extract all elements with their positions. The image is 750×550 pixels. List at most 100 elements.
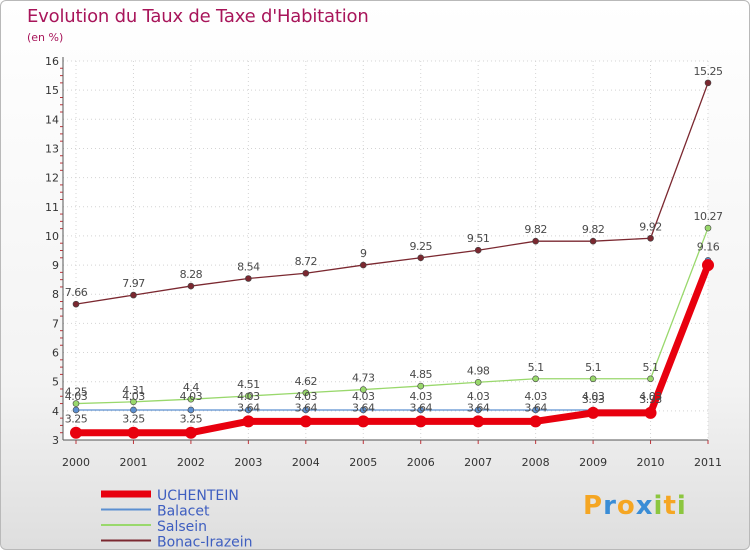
data-label: 4.03 <box>524 390 547 403</box>
data-label: 3.64 <box>295 401 318 414</box>
data-label: 4.73 <box>352 372 375 385</box>
data-label: 9.16 <box>697 240 720 253</box>
data-point-bonac-irazein <box>130 291 137 299</box>
data-point-uchentein <box>299 415 312 428</box>
data-label: 3.64 <box>524 401 547 414</box>
data-point-bonac-irazein <box>647 234 654 242</box>
data-label: 3.64 <box>467 401 490 414</box>
data-point-bonac-irazein <box>302 269 310 277</box>
data-label: 4.03 <box>582 390 605 403</box>
logo-letter: i <box>653 491 664 521</box>
data-label: 4.31 <box>122 384 145 397</box>
data-point-balacet <box>302 406 310 414</box>
data-label: 4.85 <box>409 368 432 381</box>
x-tick-label: 2002 <box>177 456 205 469</box>
chart-subtitle: (en %) <box>27 31 64 44</box>
data-label: 3.64 <box>352 401 375 414</box>
data-label: 4.03 <box>639 390 662 403</box>
data-label: 3.25 <box>65 413 88 426</box>
x-tick-label: 2000 <box>62 456 90 469</box>
data-label: 9.82 <box>524 223 547 236</box>
data-label: 5.1 <box>585 361 601 374</box>
y-tick-label: 7 <box>52 317 59 330</box>
x-tick-label: 2001 <box>119 456 147 469</box>
chart-title: Evolution du Taux de Taxe d'Habitation <box>27 6 369 27</box>
data-point-uchentein <box>357 415 370 428</box>
data-label: 4.4 <box>183 381 199 394</box>
data-point-uchentein <box>414 415 427 428</box>
data-label: 8.28 <box>180 268 203 281</box>
data-label: 4.98 <box>467 364 490 377</box>
x-tick-label: 2007 <box>464 456 492 469</box>
data-point-bonac-irazein <box>417 254 425 262</box>
data-point-bonac-irazein <box>704 79 712 87</box>
data-point-uchentein <box>644 406 657 419</box>
data-point-salsein <box>72 400 80 407</box>
logo-letter: o <box>616 491 636 521</box>
data-label: 7.97 <box>122 277 145 290</box>
x-tick-label: 2011 <box>694 456 722 469</box>
y-tick-label: 8 <box>52 288 59 301</box>
data-label: 8.54 <box>237 260 260 273</box>
data-point-balacet <box>187 406 195 414</box>
data-label: 9 <box>360 247 367 260</box>
logo-letter: i <box>676 491 687 521</box>
data-label: 9.92 <box>639 220 662 233</box>
data-point-uchentein <box>127 426 140 439</box>
y-tick-label: 13 <box>45 142 59 155</box>
data-point-uchentein <box>184 426 197 439</box>
data-point-salsein <box>474 378 482 386</box>
x-tick-label: 2008 <box>522 456 550 469</box>
y-tick-label: 4 <box>52 405 59 418</box>
data-point-bonac-irazein <box>589 237 597 245</box>
y-tick-label: 6 <box>52 347 59 360</box>
data-point-balacet <box>474 406 482 414</box>
data-point-uchentein <box>702 259 714 272</box>
data-point-salsein <box>359 386 367 393</box>
data-point-bonac-irazein <box>187 282 195 290</box>
x-tick-label: 2003 <box>234 456 262 469</box>
data-point-bonac-irazein <box>72 300 80 308</box>
data-point-uchentein <box>472 415 485 428</box>
data-point-balacet <box>359 406 367 414</box>
legend-label: Salsein <box>157 519 207 535</box>
data-point-balacet <box>130 406 137 414</box>
x-tick-label: 2009 <box>579 456 607 469</box>
x-tick-label: 2004 <box>292 456 320 469</box>
data-point-bonac-irazein <box>474 246 482 254</box>
proxiti-logo: Proxiti <box>583 491 687 521</box>
x-tick-label: 2005 <box>349 456 377 469</box>
data-point-uchentein <box>242 415 255 428</box>
legend-label: UCHENTEIN <box>157 488 239 504</box>
data-label: 4.03 <box>409 390 432 403</box>
logo-letter: t <box>663 491 677 521</box>
data-label: 3.25 <box>180 413 203 426</box>
y-tick-label: 9 <box>52 259 59 272</box>
data-point-salsein <box>245 392 252 400</box>
data-point-balacet <box>72 406 80 414</box>
data-point-bonac-irazein <box>532 237 539 245</box>
y-tick-label: 10 <box>45 230 59 243</box>
data-point-uchentein <box>587 406 600 419</box>
data-point-balacet <box>245 406 252 414</box>
data-point-salsein <box>532 375 539 383</box>
x-tick-label: 2006 <box>407 456 435 469</box>
data-point-uchentein <box>529 415 542 428</box>
legend-label: Bonac-Irazein <box>157 535 253 550</box>
data-label: 10.27 <box>694 210 723 223</box>
y-tick-label: 12 <box>45 172 59 185</box>
series-line-bonac-irazein <box>75 82 709 305</box>
data-label: 4.25 <box>65 386 88 399</box>
data-label: 3.25 <box>122 413 145 426</box>
data-label: 3.64 <box>409 401 432 414</box>
series-line-uchentein <box>76 263 712 437</box>
data-point-balacet <box>417 406 425 414</box>
data-label: 4.03 <box>467 390 490 403</box>
y-tick-label: 16 <box>45 55 59 68</box>
data-point-uchentein <box>70 426 82 439</box>
data-label: 4.03 <box>180 390 203 403</box>
data-label: 15.25 <box>694 65 723 78</box>
x-tick-label: 2010 <box>637 456 665 469</box>
